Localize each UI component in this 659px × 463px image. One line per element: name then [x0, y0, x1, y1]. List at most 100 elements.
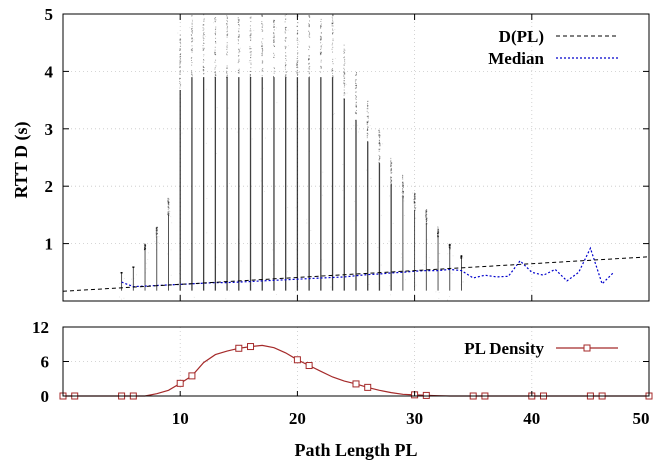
rtt-sample-dot	[203, 42, 205, 44]
density-ytick-label: 12	[32, 318, 49, 337]
rtt-sample-dot	[144, 247, 146, 249]
rtt-sample-dot	[449, 247, 451, 249]
rtt-sample-dot	[156, 233, 158, 235]
rtt-sample-dot	[392, 222, 394, 224]
rtt-sample-dot	[226, 27, 228, 29]
rtt-sample-dot	[380, 214, 382, 216]
rtt-sample-dot	[320, 36, 322, 38]
rtt-sample-dot	[413, 206, 415, 208]
rtt-sample-dot	[404, 215, 405, 216]
rtt-sample-dot	[320, 38, 322, 40]
rtt-sample-dot	[332, 14, 334, 16]
rtt-sample-dot	[238, 72, 240, 74]
rtt-sample-dot	[238, 50, 240, 52]
rtt-sample-dot	[202, 24, 204, 26]
rtt-sample-dot	[214, 29, 216, 31]
rtt-sample-dot	[146, 268, 148, 270]
rtt-sample-dot	[262, 68, 264, 70]
rtt-sample-dot	[144, 248, 146, 250]
rtt-sample-dot	[272, 32, 274, 34]
rtt-sample-dot	[334, 113, 335, 115]
rtt-sample-dot	[437, 232, 439, 234]
rtt-sample-dot	[414, 197, 416, 199]
rtt-sample-dot	[306, 222, 308, 224]
rtt-sample-dot	[390, 294, 392, 296]
rtt-sample-dot	[344, 60, 345, 62]
rtt-sample-dot	[414, 207, 416, 209]
rtt-sample-dot	[191, 31, 193, 33]
rtt-sample-dot	[308, 55, 310, 57]
rtt-sample-dot	[388, 240, 390, 242]
rtt-sample-dot	[274, 68, 276, 70]
rtt-sample-dot	[390, 178, 392, 180]
rtt-sample-dot	[365, 169, 367, 171]
rtt-sample-dot	[120, 272, 122, 274]
rtt-sample-dot	[144, 248, 146, 250]
density-marker	[364, 383, 372, 391]
rtt-sample-dot	[320, 67, 322, 68]
rtt-sample-dot	[147, 259, 149, 260]
rtt-sample-dot	[226, 77, 228, 79]
rtt-sample-dot	[144, 248, 146, 250]
rtt-sample-dot	[144, 249, 146, 251]
rtt-sample-dot	[296, 69, 298, 71]
rtt-sample-dot	[155, 230, 157, 232]
rtt-sample-dot	[332, 18, 334, 20]
rtt-sample-dot	[320, 25, 322, 27]
rtt-sample-dot	[191, 40, 193, 42]
rtt-sample-dot	[425, 216, 427, 218]
rtt-sample-dot	[391, 162, 393, 164]
rtt-sample-dot	[226, 31, 228, 33]
rtt-sample-dot	[238, 50, 240, 52]
rtt-sample-dot	[355, 105, 357, 107]
rtt-sample-dot	[413, 200, 415, 202]
rtt-sample-dot	[167, 203, 169, 205]
rtt-sample-dot	[297, 22, 299, 24]
rtt-sample-dot	[332, 33, 334, 35]
rtt-sample-dot	[461, 255, 463, 257]
rtt-sample-dot	[238, 241, 239, 243]
rtt-sample-dot	[390, 177, 392, 179]
rtt-sample-dot	[120, 272, 122, 274]
rtt-sample-dot	[132, 266, 134, 268]
rtt-sample-dot	[354, 84, 356, 86]
rtt-sample-dot	[343, 64, 345, 66]
rtt-sample-dot	[343, 57, 345, 59]
rtt-sample-dot	[229, 182, 230, 184]
rtt-sample-dot	[261, 43, 263, 45]
rtt-sample-dot	[226, 70, 228, 72]
rtt-sample-dot	[168, 213, 170, 215]
rtt-sample-dot	[332, 70, 334, 72]
rtt-sample-dot	[390, 161, 392, 163]
rtt-sample-dot	[144, 281, 146, 282]
rtt-sample-dot	[308, 71, 310, 73]
rtt-sample-dot	[402, 187, 404, 189]
rtt-sample-dot	[215, 41, 217, 43]
rtt-sample-dot	[189, 27, 191, 29]
rtt-ylabel: RTT D (s)	[11, 121, 32, 198]
rtt-sample-dot	[297, 43, 299, 45]
rtt-sample-dot	[273, 32, 275, 34]
rtt-sample-dot	[332, 69, 334, 71]
rtt-sample-dot	[144, 243, 146, 245]
rtt-sample-dot	[449, 245, 451, 247]
rtt-sample-dot	[296, 63, 298, 65]
rtt-sample-dot	[366, 135, 368, 137]
rtt-sample-dot	[461, 257, 463, 259]
rtt-sample-dot	[179, 60, 181, 62]
rtt-sample-dot	[355, 84, 357, 86]
rtt-sample-dot	[132, 266, 134, 268]
rtt-sample-dot	[379, 142, 381, 144]
rtt-sample-dot	[226, 42, 228, 44]
rtt-sample-dot	[334, 58, 336, 60]
rtt-sample-dot	[354, 80, 356, 82]
rtt-sample-dot	[378, 135, 380, 137]
rtt-sample-dot	[331, 23, 333, 25]
rtt-sample-dot	[202, 27, 204, 29]
rtt-sample-dot	[319, 277, 320, 279]
rtt-sample-dot	[171, 222, 173, 224]
rtt-sample-dot	[320, 24, 322, 26]
rtt-sample-dot	[414, 195, 416, 197]
rtt-sample-dot	[437, 230, 439, 232]
rtt-sample-dot	[414, 194, 416, 196]
